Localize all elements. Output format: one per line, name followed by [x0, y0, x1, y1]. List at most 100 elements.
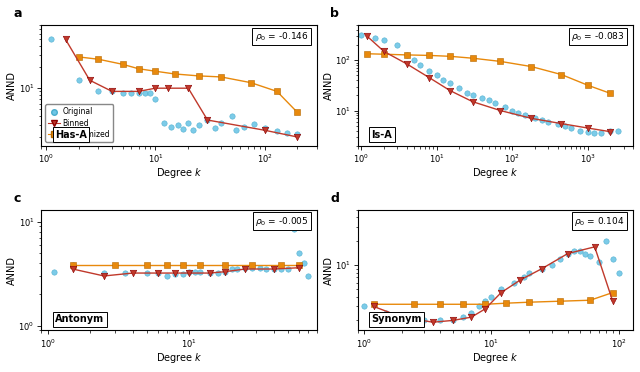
Point	[110, 262, 120, 268]
Point	[419, 317, 429, 323]
Point	[272, 128, 282, 134]
Point	[575, 248, 586, 254]
Point	[60, 36, 70, 42]
Point	[356, 32, 366, 38]
Point	[107, 89, 117, 94]
Point	[543, 119, 554, 125]
Point	[259, 125, 269, 131]
Point	[133, 89, 143, 94]
Point	[141, 262, 152, 268]
Point	[45, 36, 56, 42]
Point	[537, 266, 547, 272]
Point	[150, 96, 161, 102]
Point	[247, 265, 257, 271]
Point	[358, 304, 369, 310]
Point	[461, 90, 472, 96]
Point	[292, 109, 303, 115]
Point	[362, 33, 372, 39]
Point	[556, 121, 566, 126]
Point	[556, 256, 566, 262]
Point	[99, 270, 109, 276]
Point	[507, 108, 517, 113]
Point	[537, 117, 547, 123]
Point	[183, 85, 193, 91]
Point	[194, 122, 204, 128]
Point	[84, 77, 95, 83]
Point	[133, 66, 143, 72]
Point	[566, 125, 576, 131]
Point	[480, 301, 490, 307]
Point	[177, 262, 188, 268]
Point	[68, 262, 78, 268]
X-axis label: Degree $k$: Degree $k$	[156, 166, 202, 180]
Point	[605, 90, 616, 96]
Point	[468, 55, 478, 61]
Point	[369, 301, 379, 307]
Point	[530, 115, 540, 121]
Point	[613, 270, 623, 276]
Point	[276, 262, 287, 268]
Point	[150, 68, 161, 74]
Point	[152, 270, 163, 276]
Point	[409, 57, 419, 63]
X-axis label: Degree $k$: Degree $k$	[472, 166, 519, 180]
Point	[495, 58, 506, 64]
Point	[74, 54, 84, 60]
Point	[520, 112, 531, 118]
Point	[474, 304, 484, 310]
Point	[369, 304, 379, 310]
Point	[500, 300, 511, 306]
Point	[458, 314, 468, 320]
Point	[496, 286, 506, 292]
Point	[526, 64, 536, 70]
Point	[216, 74, 227, 80]
Point	[231, 127, 241, 133]
Point	[259, 127, 269, 133]
Point	[205, 270, 215, 276]
Point	[518, 275, 529, 280]
Point	[468, 93, 478, 99]
Text: d: d	[330, 192, 339, 205]
Point	[162, 262, 172, 268]
Point	[163, 85, 173, 91]
Point	[424, 52, 435, 58]
Point	[246, 80, 256, 86]
Point	[276, 266, 287, 272]
Point	[107, 89, 117, 94]
Point	[74, 77, 84, 83]
Point	[184, 269, 194, 275]
Text: b: b	[330, 7, 339, 20]
Point	[585, 253, 595, 259]
Point	[490, 100, 500, 106]
Text: a: a	[14, 7, 22, 20]
Point	[120, 270, 130, 276]
Point	[170, 71, 180, 77]
Point	[210, 125, 220, 131]
Point	[556, 298, 566, 304]
Point	[495, 108, 506, 113]
Point	[128, 270, 138, 276]
Point	[401, 61, 412, 67]
Point	[247, 262, 257, 268]
Point	[283, 266, 293, 272]
Text: $\rho_0$ = -0.146: $\rho_0$ = -0.146	[255, 30, 308, 43]
Point	[194, 73, 204, 79]
Point	[118, 90, 128, 96]
Point	[397, 314, 407, 320]
Point	[269, 266, 279, 272]
Point	[454, 85, 465, 91]
Point	[466, 314, 476, 320]
Point	[438, 77, 448, 83]
Point	[190, 269, 200, 275]
Point	[596, 131, 606, 137]
Point	[468, 99, 478, 105]
Point	[605, 129, 616, 135]
Point	[582, 129, 593, 135]
Point	[118, 61, 128, 67]
Point	[560, 123, 570, 129]
Point	[93, 89, 104, 94]
Point	[445, 87, 455, 93]
Point	[240, 266, 250, 272]
Point	[177, 272, 188, 278]
Point	[173, 122, 183, 128]
